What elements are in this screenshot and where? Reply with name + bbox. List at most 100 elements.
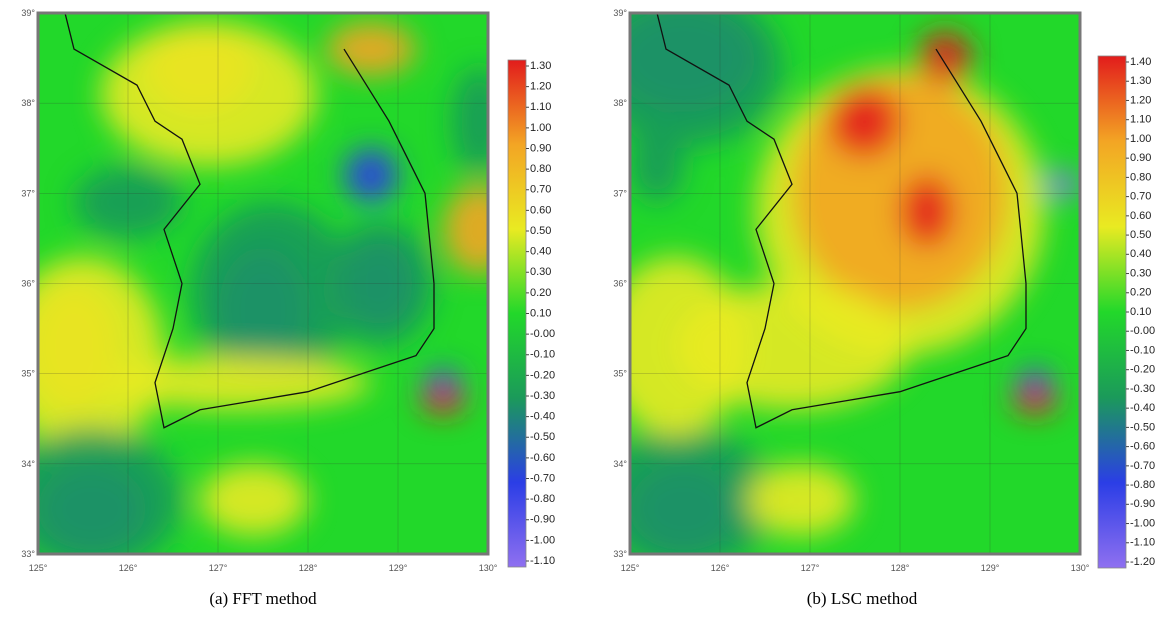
field-blob [630, 13, 783, 149]
y-tick-label: 39° [21, 8, 35, 18]
field-blob [452, 67, 488, 176]
y-tick-label: 38° [613, 98, 627, 108]
y-tick-label: 33° [21, 549, 35, 559]
colorbar-label: 1.00 [1130, 133, 1151, 145]
y-tick-label: 35° [21, 369, 35, 379]
colorbar-label: -0.80 [530, 493, 555, 505]
y-tick-label: 35° [613, 369, 627, 379]
colorbar-label: 1.10 [530, 101, 551, 113]
colorbar-label: 0.90 [530, 142, 551, 154]
colorbar-label: -0.90 [530, 514, 555, 526]
y-tick-label: 34° [613, 459, 627, 469]
colorbar-label: -1.00 [1130, 517, 1155, 529]
caption: (a) FFT method [209, 589, 317, 608]
y-tick-label: 37° [613, 188, 627, 198]
colorbar-label: -0.10 [1130, 344, 1155, 356]
colorbar [507, 59, 527, 568]
colorbar-label: 0.40 [1130, 248, 1151, 260]
coastline [64, 13, 435, 429]
colorbar-label: 1.30 [530, 60, 551, 72]
colorbar-label: -1.10 [1130, 537, 1155, 549]
x-tick-label: 127° [801, 563, 820, 573]
colorbar-label: -0.90 [1130, 498, 1155, 510]
field-blob [38, 427, 182, 554]
colorbar-label: -0.40 [1130, 402, 1155, 414]
colorbar-label: 0.50 [1130, 229, 1151, 241]
colorbar-label: -0.80 [1130, 479, 1155, 491]
field-blob [191, 202, 353, 383]
x-tick-label: 126° [711, 563, 730, 573]
colorbar-label: -1.00 [530, 534, 555, 546]
y-tick-label: 38° [21, 98, 35, 108]
colorbar-label: 0.90 [1130, 152, 1151, 164]
colorbar-label: -0.40 [530, 411, 555, 423]
field-blob [1012, 387, 1058, 415]
x-tick-label: 129° [389, 563, 408, 573]
x-tick-label: 128° [299, 563, 318, 573]
field-blob [630, 427, 774, 554]
colorbar-label: 1.30 [1130, 75, 1151, 87]
field-blob [101, 355, 371, 410]
colorbar-label: -0.10 [530, 349, 555, 361]
colorbar-label: -0.70 [1130, 460, 1155, 472]
colorbar-label: 0.80 [530, 163, 551, 175]
colorbar [1097, 55, 1127, 569]
colorbar-label: -0.00 [1130, 325, 1155, 337]
colorbar-label: -0.00 [530, 328, 555, 340]
y-tick-label: 33° [613, 549, 627, 559]
colorbar-label: 0.60 [1130, 210, 1151, 222]
map-frame [628, 11, 1082, 556]
x-tick-label: 126° [119, 563, 138, 573]
colorbar-label: 0.10 [1130, 306, 1151, 318]
colorbar-label: 0.70 [1130, 191, 1151, 203]
colorbar-label: 0.20 [1130, 287, 1151, 299]
colorbar-label: 0.80 [1130, 171, 1151, 183]
colorbar-label: 0.30 [1130, 267, 1151, 279]
field-blob [326, 22, 416, 77]
field-blob [918, 31, 972, 86]
colorbar-label: -0.50 [530, 431, 555, 443]
field [630, 13, 1080, 554]
field-blob [675, 283, 909, 410]
colorbar-label: 0.50 [530, 225, 551, 237]
colorbar-label: -0.50 [1130, 421, 1155, 433]
y-tick-label: 34° [21, 459, 35, 469]
y-tick-label: 37° [21, 188, 35, 198]
y-tick-label: 36° [21, 279, 35, 289]
field-blob [828, 85, 900, 158]
y-tick-label: 36° [613, 279, 627, 289]
caption: (b) LSC method [807, 589, 918, 608]
map-panel: 125° 126° 127° 128° 129° 130° 33° 34° 35° 36° 37° 3… [21, 8, 555, 608]
colorbar-label: 1.00 [530, 122, 551, 134]
colorbar-label: 0.70 [530, 184, 551, 196]
x-tick-label: 128° [891, 563, 910, 573]
colorbar-label: -0.30 [530, 390, 555, 402]
field-blob [38, 256, 164, 455]
coastline [656, 13, 1027, 429]
colorbar-label: -0.20 [530, 369, 555, 381]
x-tick-label: 125° [29, 563, 48, 573]
colorbar-label: -0.30 [1130, 383, 1155, 395]
colorbar-label: 0.20 [530, 287, 551, 299]
field-blob [443, 184, 488, 275]
field [38, 13, 488, 554]
colorbar-label: 1.40 [1130, 56, 1151, 68]
field-blob [200, 463, 308, 536]
colorbar-label: 1.20 [530, 81, 551, 93]
map-panel: 125° 126° 127° 128° 129° 130° 33° 34° 35° 36° 37° 3… [613, 8, 1155, 608]
colorbar-label: 0.60 [530, 204, 551, 216]
x-tick-label: 127° [209, 563, 228, 573]
field-blob [630, 130, 684, 203]
colorbar-label: 1.20 [1130, 94, 1151, 106]
x-tick-label: 129° [981, 563, 1000, 573]
field-blob [101, 22, 317, 167]
colorbar-label: -0.60 [1130, 441, 1155, 453]
field-blob [900, 175, 954, 248]
colorbar-label: -0.60 [530, 452, 555, 464]
x-tick-label: 130° [1071, 563, 1090, 573]
colorbar-label: -0.70 [530, 472, 555, 484]
map-frame [36, 11, 490, 556]
x-tick-label: 130° [479, 563, 498, 573]
colorbar-label: 0.40 [530, 246, 551, 258]
